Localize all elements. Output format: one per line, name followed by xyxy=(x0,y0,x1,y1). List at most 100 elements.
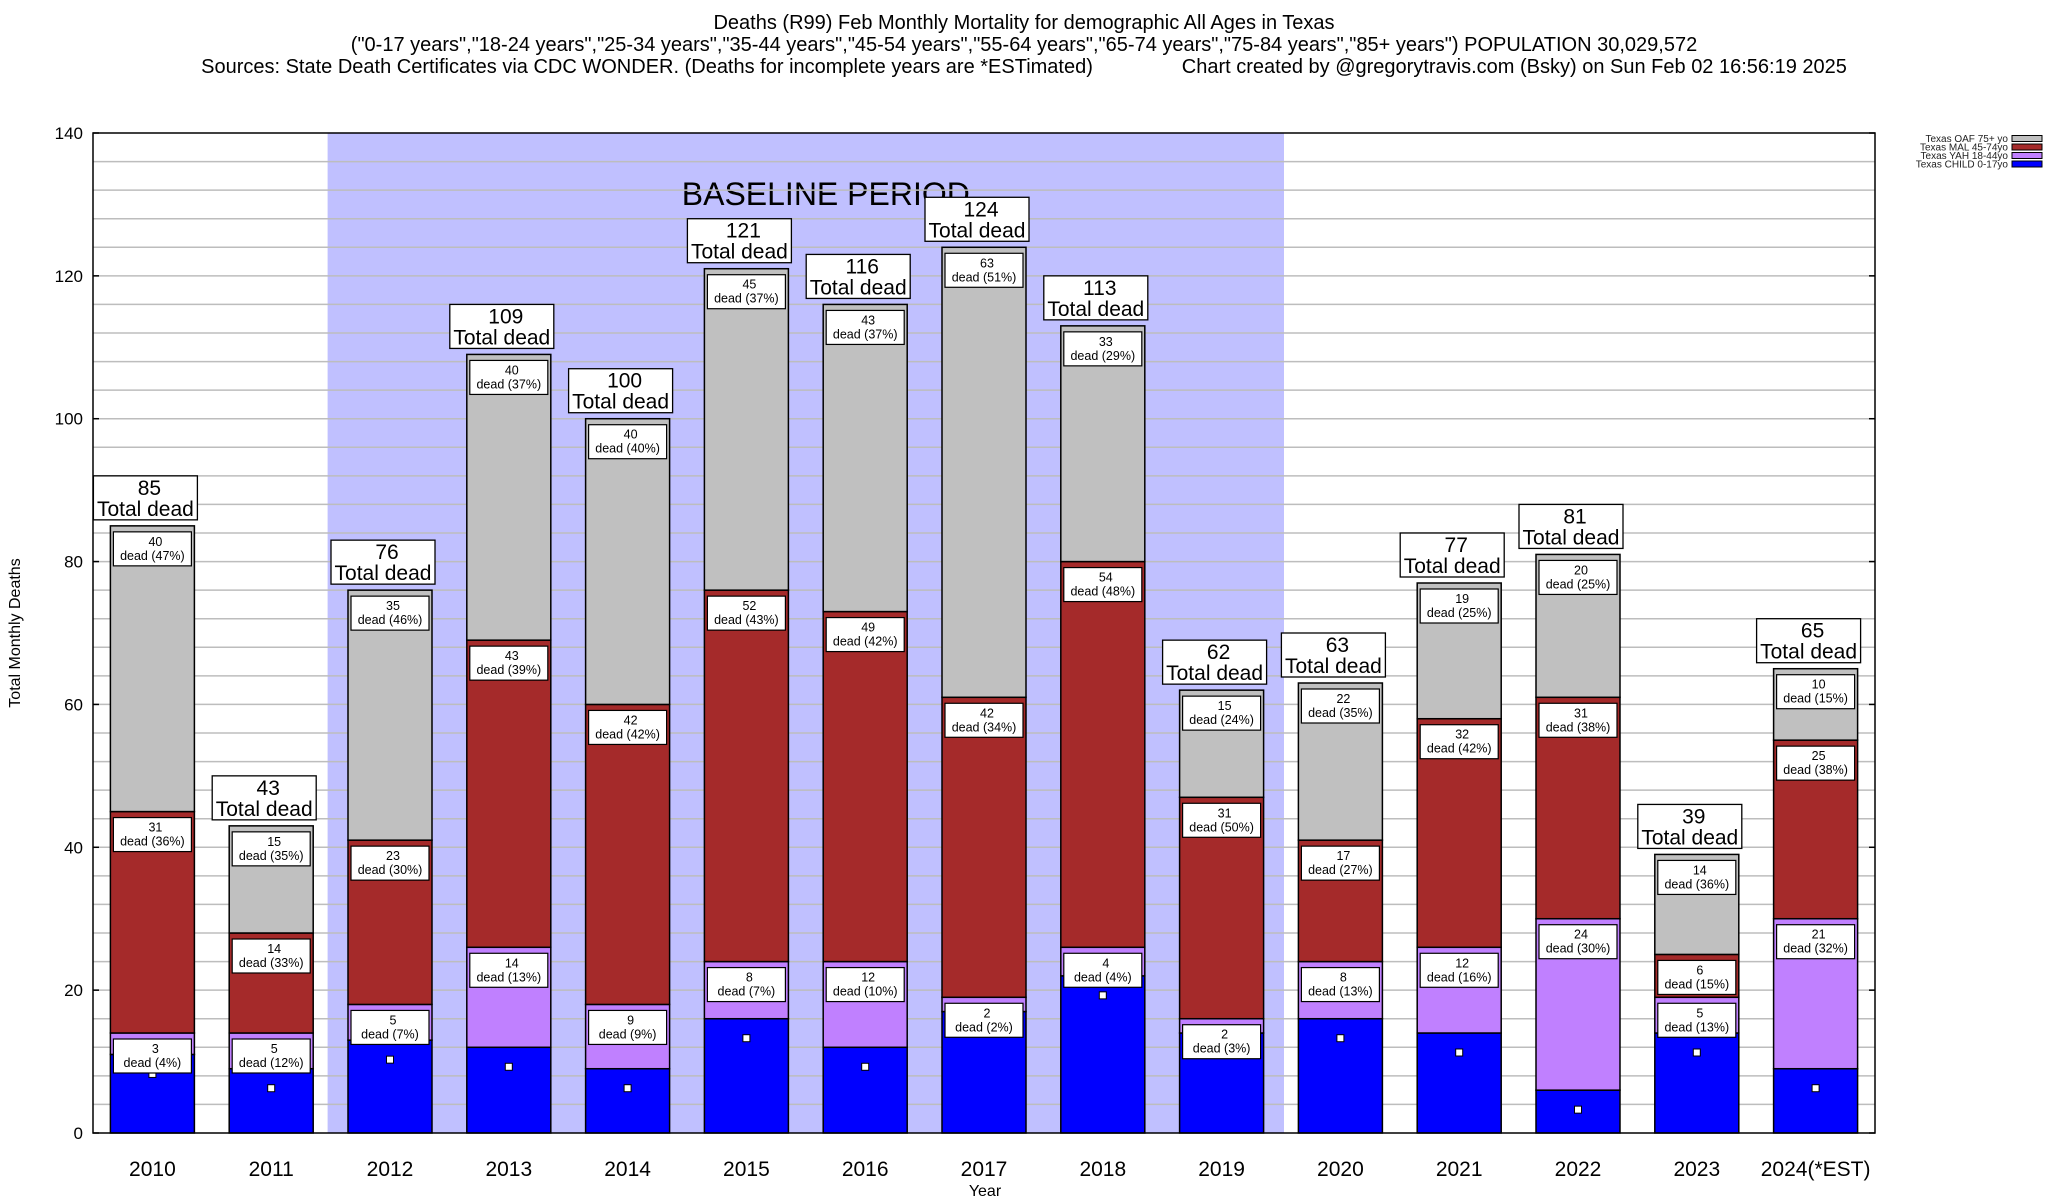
segment-value-label: 2 xyxy=(984,1006,991,1020)
child-marker xyxy=(386,1055,394,1064)
segment-value-label: 8 xyxy=(746,971,753,985)
segment-percent-label: dead (7%) xyxy=(361,1027,419,1041)
x-tick-label: 2018 xyxy=(1079,1158,1126,1181)
segment-value-label: 19 xyxy=(1455,592,1469,606)
baseline-period-label: BASELINE PERIOD xyxy=(682,176,970,212)
segment-label-box xyxy=(231,1038,311,1074)
total-value-label: 77 xyxy=(1445,534,1468,557)
segment-percent-label: dead (15%) xyxy=(1783,692,1848,706)
child-marker xyxy=(1811,1084,1820,1093)
total-label-box xyxy=(805,253,911,300)
legend-label: Texas OAF 75+ yo xyxy=(1925,134,2008,145)
segment-value-label: 31 xyxy=(148,821,162,835)
segment-label-box xyxy=(1181,1024,1262,1060)
segment-value-label: 32 xyxy=(1455,728,1469,742)
segment-label-box xyxy=(825,309,905,346)
segment-value-label: 14 xyxy=(505,956,519,970)
segment-value-label: 25 xyxy=(1812,749,1826,763)
segment-label-box xyxy=(1419,724,1499,760)
segment-percent-label: dead (13%) xyxy=(1308,985,1373,999)
x-tick-label: 2019 xyxy=(1198,1158,1245,1181)
segment-label-box xyxy=(825,966,905,1003)
child-marker xyxy=(742,1034,751,1043)
segment-percent-label: dead (9%) xyxy=(599,1027,657,1041)
segment-value-label: 43 xyxy=(505,649,519,663)
bar-segment xyxy=(466,1046,552,1134)
segment-percent-label: dead (37%) xyxy=(833,327,898,341)
child-marker xyxy=(1455,1048,1464,1057)
x-tick-label: 2021 xyxy=(1436,1158,1483,1181)
x-tick-label: 2010 xyxy=(129,1158,176,1181)
segment-value-label: 5 xyxy=(271,1042,278,1056)
chart-title-block: Deaths (R99) Feb Monthly Mortality for d… xyxy=(0,12,2048,78)
bar-segment xyxy=(347,589,433,841)
segment-value-label: 49 xyxy=(861,621,875,635)
total-label-box xyxy=(1518,503,1624,550)
child-marker xyxy=(1574,1105,1582,1114)
bar-segment xyxy=(584,703,671,1006)
total-text-label: Total dead xyxy=(1404,555,1501,578)
total-label-box xyxy=(449,303,555,350)
segment-label-box xyxy=(231,831,311,867)
bar-segment xyxy=(466,639,552,949)
x-tick-label: 2024(*EST) xyxy=(1761,1158,1871,1181)
child-marker xyxy=(267,1084,276,1093)
segment-value-label: 24 xyxy=(1574,928,1588,942)
legend-label: Texas MAL 45-74yo xyxy=(1920,143,2008,154)
segment-percent-label: dead (3%) xyxy=(1193,1042,1251,1056)
segment-percent-label: dead (13%) xyxy=(1664,1020,1729,1034)
segment-label-box xyxy=(587,424,668,460)
segment-percent-label: dead (2%) xyxy=(955,1020,1013,1034)
y-axis-title: Total Monthly Deaths xyxy=(7,558,24,707)
x-tick-label: 2012 xyxy=(367,1158,414,1181)
segment-value-label: 20 xyxy=(1574,563,1588,577)
bar-segment xyxy=(703,267,790,591)
segment-label-box xyxy=(1181,802,1262,838)
segment-percent-label: dead (48%) xyxy=(1070,585,1135,599)
segment-percent-label: dead (4%) xyxy=(124,1056,182,1070)
segment-label-box xyxy=(1063,952,1143,988)
segment-percent-label: dead (34%) xyxy=(952,720,1017,734)
child-marker xyxy=(1692,1048,1701,1057)
segment-value-label: 17 xyxy=(1336,849,1350,863)
total-label-box xyxy=(924,196,1030,242)
bar-segment xyxy=(941,696,1027,999)
bar-segment xyxy=(822,1046,908,1134)
segment-value-label: 2 xyxy=(1221,1028,1228,1042)
segment-value-label: 54 xyxy=(1099,571,1113,585)
segment-percent-label: dead (10%) xyxy=(833,985,898,999)
bar-segment xyxy=(466,353,552,641)
child-marker xyxy=(623,1084,632,1093)
segment-label-box xyxy=(944,702,1024,738)
bar-segment xyxy=(703,589,790,963)
total-label-box xyxy=(1161,639,1268,685)
x-tick-label: 2014 xyxy=(604,1158,651,1181)
segment-value-label: 31 xyxy=(1218,806,1232,820)
segment-label-box xyxy=(1063,566,1143,603)
y-tick-label: 80 xyxy=(64,553,83,572)
total-value-label: 124 xyxy=(963,198,998,221)
segment-value-label: 35 xyxy=(386,599,400,613)
segment-value-label: 5 xyxy=(390,1013,397,1027)
total-text-label: Total dead xyxy=(216,798,313,821)
segment-percent-label: dead (13%) xyxy=(476,970,541,984)
segment-label-box xyxy=(706,595,787,631)
segment-percent-label: dead (42%) xyxy=(1427,742,1492,756)
segment-label-box xyxy=(1300,845,1381,881)
segment-value-label: 31 xyxy=(1574,706,1588,720)
total-text-label: Total dead xyxy=(810,276,907,299)
segment-percent-label: dead (24%) xyxy=(1189,713,1254,727)
segment-value-label: 63 xyxy=(980,256,994,270)
segment-value-label: 23 xyxy=(386,849,400,863)
segment-label-box xyxy=(350,1009,430,1046)
segment-percent-label: dead (33%) xyxy=(239,956,304,970)
segment-value-label: 10 xyxy=(1812,678,1826,692)
bar-segment xyxy=(1060,560,1146,949)
bar-segment xyxy=(228,1067,314,1134)
bar-segment xyxy=(584,1067,671,1134)
segment-label-box xyxy=(944,1002,1024,1038)
bar-segment xyxy=(822,610,908,963)
total-label-box xyxy=(1043,275,1149,321)
segment-label-box xyxy=(112,816,193,853)
